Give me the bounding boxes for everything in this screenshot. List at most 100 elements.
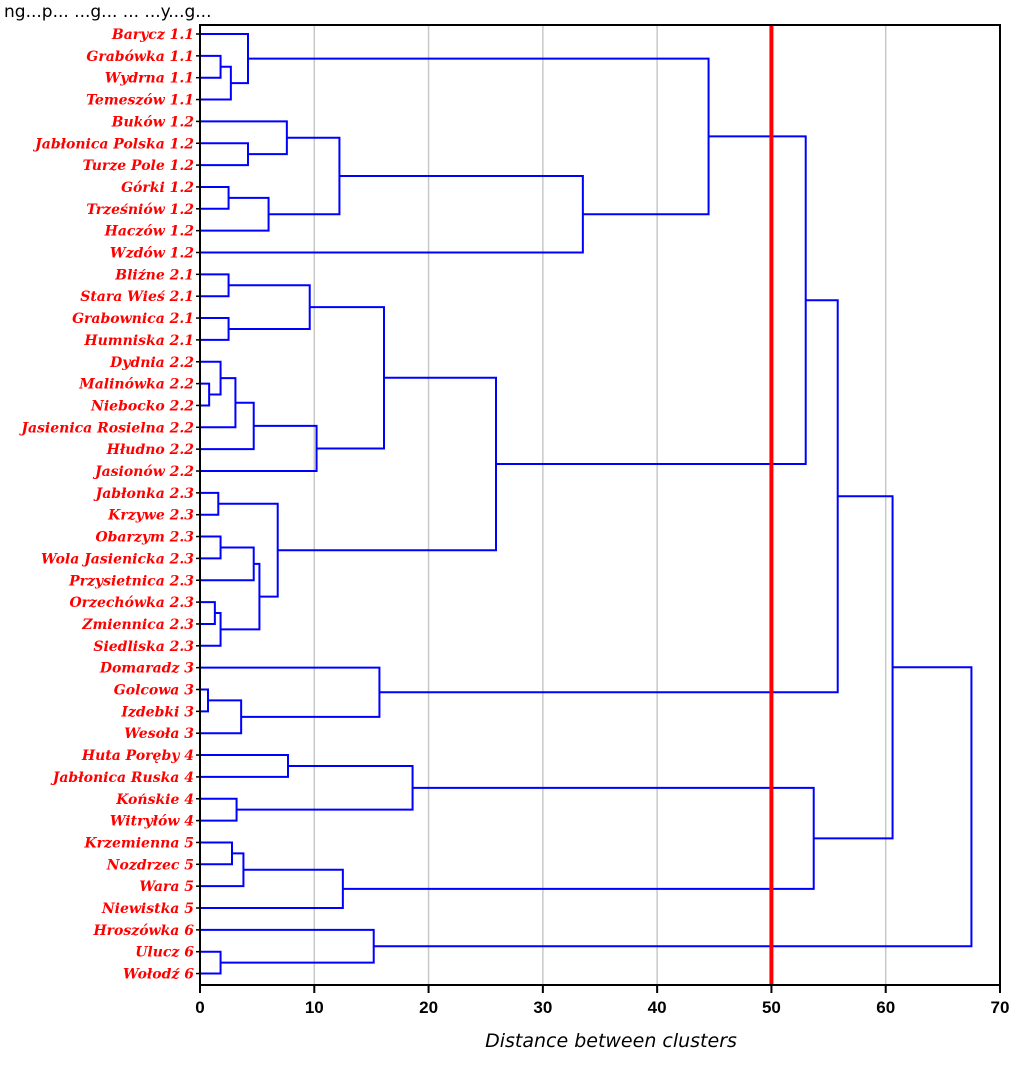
dendrogram-link	[200, 928, 375, 964]
leaf-label: Golcowa 3	[114, 683, 194, 699]
x-tick-label: 30	[533, 998, 552, 1017]
dendrogram-link	[277, 376, 497, 552]
leaf-label: Humniska 2.1	[83, 333, 194, 349]
leaf-label: Wesoła 3	[124, 726, 194, 742]
dendrogram-link	[218, 502, 279, 598]
dendrogram-link	[496, 135, 807, 466]
dendrogram-link	[268, 136, 341, 216]
dendrogram-link	[200, 688, 209, 713]
leaf-label: Siedliska 2.3	[93, 639, 194, 655]
leaf-label: Temeszów 1.1	[86, 93, 194, 109]
x-tick-label: 60	[876, 998, 895, 1017]
dendrogram-link	[200, 120, 288, 156]
dendrogram-link	[200, 424, 318, 472]
leaf-label: Domaradz 3	[99, 661, 194, 677]
dendrogram-link	[200, 175, 584, 254]
dendrogram-link	[200, 273, 230, 298]
leaf-label: Haczów 1.2	[104, 224, 195, 240]
dendrogram-link	[200, 754, 289, 778]
dendrogram-link	[200, 841, 233, 866]
dendrogram-link	[200, 797, 238, 822]
leaf-label: Huta Poręby 4	[81, 748, 194, 764]
x-tick-label: 70	[991, 998, 1010, 1017]
dendrogram-link	[200, 185, 230, 210]
leaf-label: Malinówka 2.2	[78, 377, 194, 393]
dendrogram-link	[200, 699, 243, 735]
dendrogram-link	[200, 54, 222, 79]
leaf-label: Niewistka 5	[101, 901, 194, 917]
dendrogram-link	[200, 535, 222, 560]
dendrogram-link	[200, 401, 255, 451]
leaf-label: Izdebki 3	[120, 704, 194, 720]
dendrogram-link	[228, 284, 311, 330]
leaf-label: Zmiennica 2.3	[81, 617, 194, 633]
leaf-label: Jabłonka 2.3	[93, 486, 195, 502]
dendrogram-link	[200, 33, 249, 85]
dendrogram-link	[813, 495, 894, 840]
leaf-label: Wzdów 1.2	[110, 246, 194, 262]
leaf-label: Turze Pole 1.2	[83, 158, 195, 174]
leaf-label: Buków 1.2	[111, 114, 195, 130]
leaf-label: Przysietnica 2.3	[68, 573, 194, 589]
dendrogram-link	[200, 852, 245, 888]
leaf-label: Wara 5	[139, 879, 194, 895]
x-tick-label: 10	[305, 998, 324, 1017]
leaf-label: Orzechówka 2.3	[69, 595, 194, 611]
dendrogram-link	[200, 377, 237, 429]
leaf-label: Nozdrzec 5	[106, 857, 194, 873]
top-caption: ng...p... ...g... ... ...y...g...	[4, 2, 211, 22]
x-tick-label: 50	[762, 998, 781, 1017]
dendrogram-link	[200, 491, 220, 516]
leaf-label: Dydnia 2.2	[109, 355, 194, 371]
x-tick-label: 20	[419, 998, 438, 1017]
leaf-label: Hłudno 2.2	[106, 442, 195, 458]
plot-frame	[199, 24, 1001, 986]
dendrogram-link	[200, 382, 211, 407]
dendrogram-link	[236, 764, 414, 811]
dendrogram-link	[200, 546, 255, 582]
dendrogram-link	[200, 612, 222, 647]
leaf-label: Niebocko 2.2	[90, 398, 194, 414]
grid-lines	[313, 25, 887, 985]
leaf-label: Bliźne 2.1	[114, 267, 194, 283]
leaf-label: Barycz 1.1	[111, 27, 194, 43]
x-tick-label: 40	[648, 998, 667, 1017]
x-axis-title: Distance between clusters	[485, 1030, 737, 1052]
leaf-label: Grabownica 2.1	[72, 311, 194, 327]
leaf-label: Grabówka 1.1	[86, 49, 194, 65]
dendrogram-link	[200, 65, 232, 101]
dendrogram-link	[342, 786, 815, 890]
leaf-label: Witryłów 4	[110, 814, 194, 830]
dendrogram-link	[200, 317, 230, 341]
leaf-label: Końskie 4	[115, 792, 194, 808]
dendrogram-link	[200, 666, 381, 718]
dendrogram-link	[200, 142, 249, 167]
leaf-label: Trześniów 1.2	[86, 202, 194, 218]
dendrogram-links	[200, 33, 973, 975]
dendrogram-link	[200, 950, 222, 975]
dendrogram-link	[200, 360, 222, 396]
leaf-label: Krzemienna 5	[84, 835, 194, 851]
dendrogram-link	[200, 196, 270, 232]
dendrogram-link	[309, 306, 385, 450]
leaf-label: Jabłonica Polska 1.2	[32, 136, 194, 152]
leaf-labels: Barycz 1.1 Grabówka 1.1 Wydrna 1.1 Temeszów…	[18, 27, 200, 983]
dendrogram-link	[373, 666, 973, 948]
leaf-label: Krzywe 2.3	[107, 508, 194, 524]
leaf-label: Hroszówka 6	[92, 923, 194, 939]
leaf-label: Ulucz 6	[135, 945, 194, 961]
dendrogram-link	[248, 57, 710, 216]
leaf-label: Jabłonica Ruska 4	[50, 770, 194, 786]
leaf-label: Wola Jasienicka 2.3	[41, 551, 194, 567]
dendrogram-link	[379, 299, 839, 694]
dendrogram-link	[200, 868, 344, 909]
leaf-label: Jasionów 2.2	[92, 464, 194, 480]
leaf-label: Jasienica Rosielna 2.2	[18, 420, 194, 436]
leaf-label: Górki 1.2	[121, 180, 194, 196]
dendrogram-link	[200, 601, 216, 625]
x-tick-label: 0	[195, 998, 204, 1017]
x-axis-ticks: 0 10 20 30 40 50 60 70	[195, 985, 1009, 1017]
leaf-label: Stara Wieś 2.1	[80, 289, 194, 305]
leaf-label: Obarzym 2.3	[95, 530, 194, 546]
